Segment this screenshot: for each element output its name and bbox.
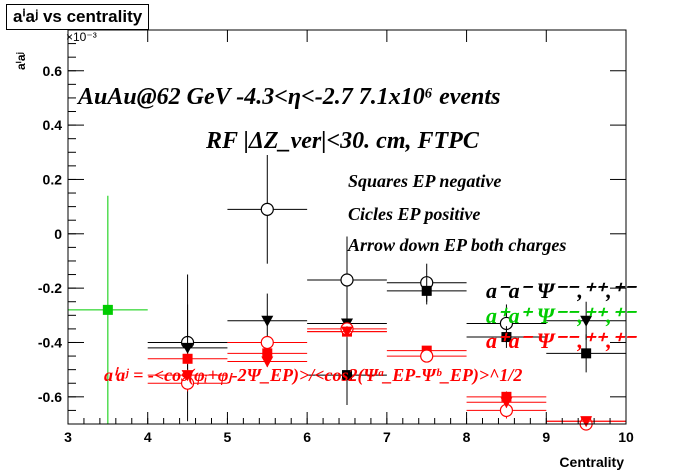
y-tick-label: -0.2 — [38, 280, 62, 296]
data-point — [227, 154, 308, 264]
marker-open-circle — [260, 202, 274, 216]
marker-filled-square — [102, 304, 113, 315]
y-tick-label: 0 — [54, 226, 62, 242]
x-axis-label: Centrality — [559, 454, 624, 470]
x-tick-label: 5 — [224, 429, 232, 445]
y-tick-label: -0.4 — [38, 334, 62, 350]
marker-triangle-down — [580, 416, 593, 428]
marker-triangle-down — [181, 342, 194, 354]
y-axis-exponent: ×10⁻³ — [66, 30, 97, 44]
x-tick-label: 3 — [64, 429, 72, 445]
annotation-cuts: RF |ΔZ_ver|<30. cm, FTPC — [206, 128, 479, 154]
data-point — [546, 416, 626, 428]
x-tick-label: 6 — [303, 429, 311, 445]
annotation-circles: Cicles EP positive — [348, 204, 481, 224]
legend-entry-green: a⁺a⁺ Ψ⁻⁻,⁺⁺,⁺⁻ — [486, 303, 635, 328]
plot-frame — [67, 29, 627, 425]
marker-filled-square — [421, 285, 432, 296]
marker-filled-square — [581, 348, 592, 359]
data-point — [466, 326, 547, 348]
data-point — [227, 335, 308, 350]
annotation-squares: Squares EP negative — [348, 171, 502, 191]
x-tick-label: 8 — [463, 429, 471, 445]
marker-triangle-down — [261, 315, 274, 327]
data-point — [546, 334, 626, 373]
legend-entry-red: a⁺a⁻ Ψ⁻⁻,⁺⁺,⁺⁻ — [486, 328, 635, 353]
marker-filled-square — [501, 332, 512, 343]
y-tick-label: 0.4 — [43, 117, 63, 133]
x-tick-label: 9 — [542, 429, 550, 445]
data-point — [147, 353, 228, 365]
x-tick-label: 10 — [618, 429, 634, 445]
marker-open-circle — [260, 335, 274, 350]
marker-filled-square — [262, 348, 273, 359]
marker-triangle-down — [500, 397, 513, 409]
data-point — [386, 349, 467, 363]
y-tick-label: 0.2 — [43, 171, 63, 187]
x-tick-label: 4 — [144, 429, 152, 445]
marker-triangle-down — [580, 315, 593, 327]
legend-entry-black: a⁻a⁻ Ψ⁻⁻,⁺⁺,⁺⁻ — [486, 278, 635, 303]
y-tick-label: -0.6 — [38, 389, 62, 405]
marker-open-circle — [340, 273, 354, 287]
data-point — [466, 402, 547, 419]
marker-triangle-down — [261, 356, 274, 368]
data-point — [307, 345, 387, 405]
annotation-dataset: AuAu@62 GeV -4.3<η<-2.7 7.1x10⁶ events — [78, 84, 501, 110]
y-tick-label: 0.6 — [43, 63, 63, 79]
data-point — [68, 195, 148, 424]
data-point — [386, 277, 467, 305]
data-point — [307, 326, 387, 338]
annotation-formula: aⁱaʲ = -<cos(φᵢ+φⱼ-2Ψ_EP)>/<cos2(Ψᵃ_EP-Ψ… — [104, 365, 523, 385]
data-point — [147, 375, 228, 392]
data-point — [466, 396, 547, 409]
marker-filled-square — [342, 370, 352, 381]
marker-open-circle — [420, 349, 434, 363]
marker-triangle-down — [341, 326, 353, 338]
data-point — [227, 356, 308, 368]
marker-triangle-down — [181, 370, 194, 382]
data-point — [147, 274, 228, 422]
annotation-arrows: Arrow down EP both charges — [348, 235, 567, 255]
marker-filled-square — [182, 353, 193, 364]
data-point — [546, 301, 626, 340]
chart-title: aⁱaʲ vs centrality — [6, 4, 150, 30]
data-point — [147, 369, 228, 382]
x-tick-label: 7 — [383, 429, 391, 445]
y-axis-label: aⁱaʲ — [14, 52, 28, 70]
